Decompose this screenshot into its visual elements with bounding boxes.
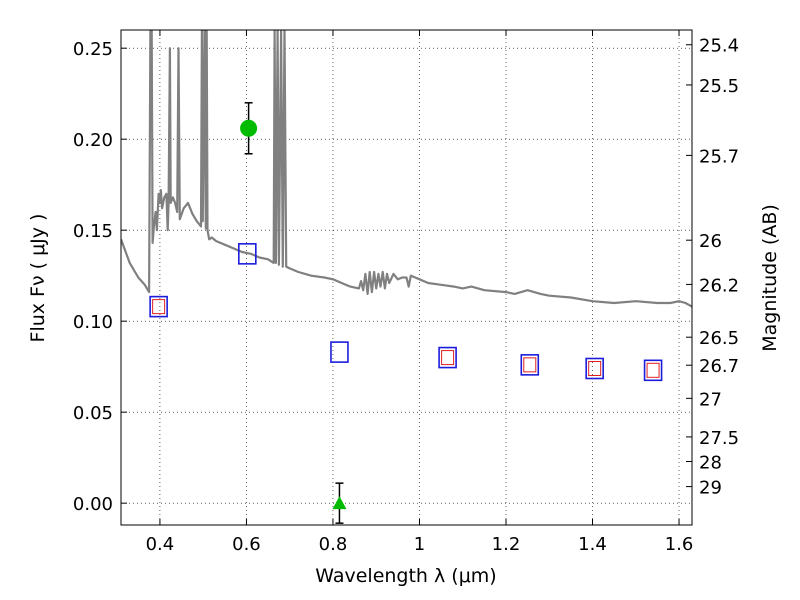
y-tick-label: 0.00 xyxy=(73,494,113,515)
model-flux-square xyxy=(643,359,663,382)
mag-tick-label: 26.5 xyxy=(699,328,739,349)
model-flux-square-alt xyxy=(588,360,602,376)
x-tick-label: 0.6 xyxy=(232,534,261,555)
y-tick-label: 0.10 xyxy=(73,312,113,333)
x-tick-label: 1.6 xyxy=(665,534,694,555)
mag-tick-label: 25.5 xyxy=(699,76,739,97)
x-tick-label: 0.8 xyxy=(319,534,348,555)
model-flux-square xyxy=(585,357,604,380)
spectrum-line xyxy=(121,30,692,308)
y-tick-label: 0.15 xyxy=(73,221,113,242)
model-flux-square xyxy=(149,295,168,318)
model-flux-square xyxy=(330,341,349,363)
x-axis-title: Wavelength λ (μm) xyxy=(315,565,496,587)
x-tick-label: 1.4 xyxy=(578,534,607,555)
mag-tick-label: 28 xyxy=(699,452,722,473)
y-tick-label: 0.25 xyxy=(73,39,113,60)
x-tick-label: 0.4 xyxy=(146,534,175,555)
mag-tick-label: 25.7 xyxy=(699,146,739,167)
mag-tick-label: 26.2 xyxy=(699,275,739,296)
model-flux-square-alt xyxy=(523,357,537,373)
detection-point xyxy=(240,119,258,137)
mag-tick-label: 26.7 xyxy=(699,356,739,377)
mag-tick-label: 29 xyxy=(699,478,722,499)
x-tick-label: 1 xyxy=(414,534,425,555)
mag-tick-label: 27 xyxy=(699,389,722,410)
plot-frame xyxy=(120,29,693,526)
y-axis-title: Flux Fν ( μJy ) xyxy=(27,214,49,343)
mag-tick-label: 25.4 xyxy=(699,36,739,57)
mag-tick-label: 27.5 xyxy=(699,428,739,449)
x-tick-label: 1.2 xyxy=(492,534,521,555)
spectrum-layer xyxy=(121,30,692,308)
model-flux-square xyxy=(238,243,257,265)
grid xyxy=(121,30,692,525)
model-flux-square-alt xyxy=(646,362,660,378)
right-axis-title: Magnitude (AB) xyxy=(759,204,781,352)
model-flux-square xyxy=(520,354,540,376)
y-tick-label: 0.05 xyxy=(73,403,113,424)
ticks: 0.4 0.6 0.8 1 1.2 1.4 1.6 0.00 0.05 0.10 0.15 0.20 0… xyxy=(73,30,739,555)
model-flux-square-alt xyxy=(152,299,166,315)
y-tick-label: 0.20 xyxy=(73,130,113,151)
model-flux-square xyxy=(438,346,457,369)
mag-tick-label: 26 xyxy=(699,231,722,252)
model-flux-square-alt xyxy=(441,350,455,366)
points-layer xyxy=(149,102,663,524)
upper-limit-point xyxy=(332,496,347,510)
